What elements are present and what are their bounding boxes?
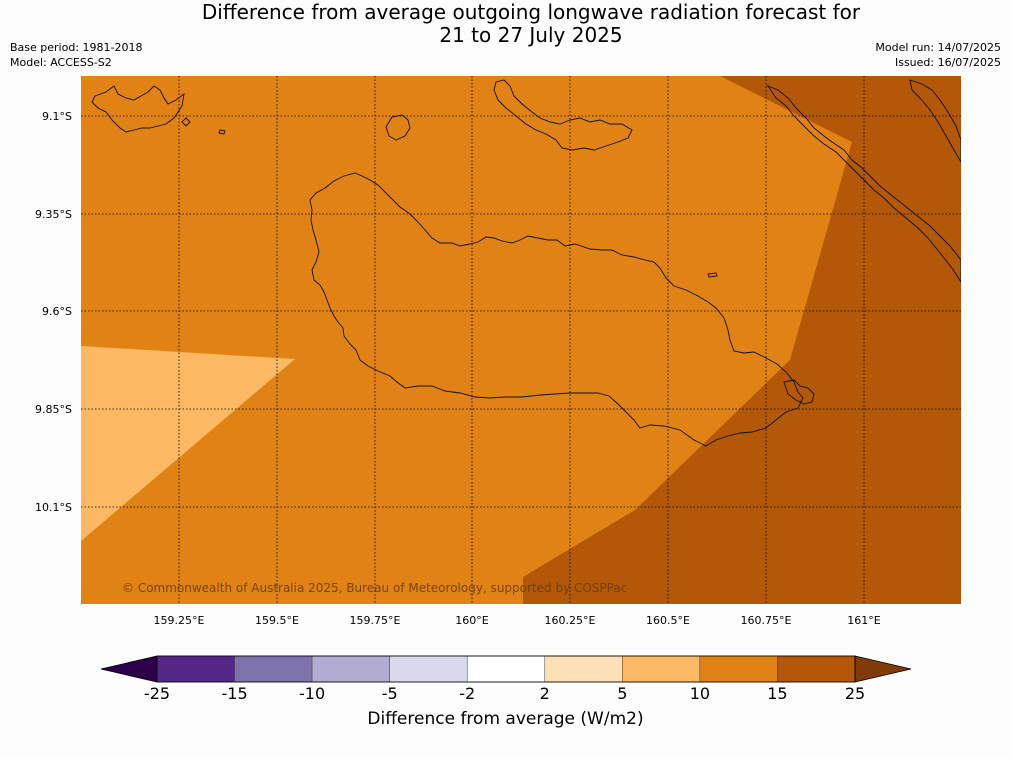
colorbar-ticks: -25 -15 -10 -5 -2 2 5 10 15 25 xyxy=(144,684,865,703)
coastline-guadalcanal xyxy=(309,172,804,447)
colorbar-swatch xyxy=(466,655,546,683)
issued-text: Issued: 16/07/2025 xyxy=(894,56,1001,69)
colorbar-tick-label: -15 xyxy=(221,684,247,703)
coastline-small-island xyxy=(385,114,411,141)
colorbar-extension-low xyxy=(100,655,158,683)
gridlines xyxy=(81,76,961,604)
colorbar-swatch xyxy=(311,655,390,683)
field-15-25 xyxy=(523,76,961,604)
colorbar-tick-label: 10 xyxy=(690,684,710,703)
colorbar-swatch xyxy=(156,655,235,683)
colorbar-tick-label: -10 xyxy=(299,684,325,703)
lon-tick-label: 160.25°E xyxy=(545,614,596,627)
colorbar-swatch xyxy=(699,655,778,683)
colorbar-tick-label: 5 xyxy=(617,684,627,703)
model-text: Model: ACCESS-S2 xyxy=(10,56,112,69)
latitude-axis: 9.1°S 9.35°S 9.6°S 9.85°S 10.1°S xyxy=(35,110,72,514)
lon-tick-label: 160°E xyxy=(455,614,488,627)
lon-tick-label: 160.5°E xyxy=(646,614,690,627)
lat-tick-label: 9.6°S xyxy=(42,305,72,318)
title-line-1: Difference from average outgoing longwav… xyxy=(201,0,861,24)
title-line-2: 21 to 27 July 2025 xyxy=(439,23,623,47)
copyright-text: © Commonwealth of Australia 2025, Bureau… xyxy=(122,581,627,595)
lon-tick-label: 160.75°E xyxy=(741,614,792,627)
coastline-malaita-north xyxy=(909,79,961,163)
colorbar-outline xyxy=(156,655,856,683)
colorbar-tick-label: -25 xyxy=(144,684,170,703)
map-area: © Commonwealth of Australia 2025, Bureau… xyxy=(81,76,961,604)
longitude-axis: 159.25°E 159.5°E 159.75°E 160°E 160.25°E… xyxy=(154,614,881,627)
colorbar-tick-label: 15 xyxy=(767,684,787,703)
colorbar-swatch xyxy=(389,655,468,683)
lat-tick-label: 9.85°S xyxy=(35,403,72,416)
meta-right: Model run: 14/07/2025 Issued: 16/07/2025 xyxy=(875,40,1001,70)
colorbar-swatch xyxy=(544,655,623,683)
colorbar-swatch xyxy=(622,655,701,683)
colorbar-label: Difference from average (W/m2) xyxy=(367,709,644,729)
lat-tick-label: 9.1°S xyxy=(42,110,72,123)
coastline-islet-a xyxy=(181,117,191,127)
colorbar-tick-label: 2 xyxy=(540,684,550,703)
coastlines xyxy=(91,79,961,447)
field-5-10 xyxy=(81,346,295,541)
lat-tick-label: 10.1°S xyxy=(35,501,72,514)
colorbar-swatch xyxy=(777,655,856,683)
colorbar: -25 -15 -10 -5 -2 2 5 10 15 25 xyxy=(100,655,912,703)
colorbar-swatches xyxy=(100,655,912,683)
colorbar-tick-label: 25 xyxy=(845,684,865,703)
colorbar-swatch xyxy=(234,655,313,683)
lon-tick-label: 159.75°E xyxy=(350,614,401,627)
meta-left: Base period: 1981-2018 Model: ACCESS-S2 xyxy=(10,40,142,70)
colorbar-extension-high xyxy=(854,655,912,683)
lat-tick-label: 9.35°S xyxy=(35,208,72,221)
lon-tick-label: 159.25°E xyxy=(154,614,205,627)
page-title: Difference from average outgoing longwav… xyxy=(0,1,1011,47)
coastline-malaita xyxy=(766,85,961,283)
coastline-islet-b xyxy=(218,129,226,135)
coastline-islet-c xyxy=(707,272,718,278)
coastline-russell-islands xyxy=(91,85,185,133)
colorbar-tick-label: -2 xyxy=(459,684,475,703)
base-period-text: Base period: 1981-2018 xyxy=(10,41,143,54)
lon-tick-label: 161°E xyxy=(847,614,880,627)
coastline-florida-islands xyxy=(493,79,633,151)
model-run-text: Model run: 14/07/2025 xyxy=(875,41,1001,54)
colorbar-tick-label: -5 xyxy=(382,684,398,703)
coastline-east-islets xyxy=(783,379,815,405)
lon-tick-label: 159.5°E xyxy=(255,614,299,627)
